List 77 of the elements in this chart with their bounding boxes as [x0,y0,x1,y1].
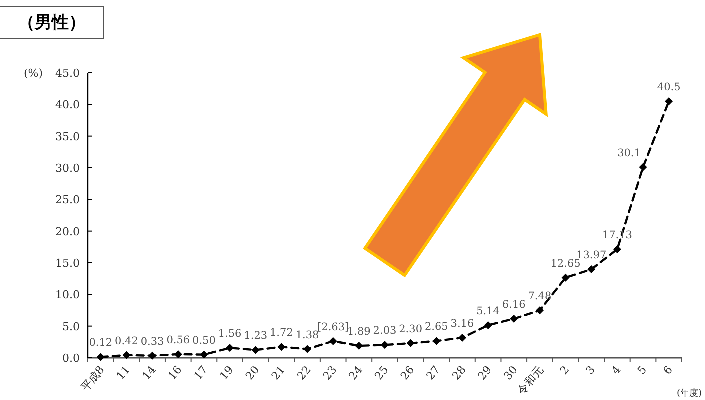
point [226,344,234,352]
x-tick-label: 29 [476,364,495,383]
data-label: 30.1 [618,147,641,160]
data-label: 0.12 [89,337,113,350]
point [252,346,260,354]
y-axis-title: (%) [24,67,43,80]
data-label: 2.03 [373,325,397,338]
point [432,337,441,346]
data-label: 17.13 [602,230,632,242]
x-tick-label: 26 [398,364,418,383]
y-tick-label: 25.0 [56,194,80,207]
point [148,352,157,360]
data-label: 3.16 [450,318,474,330]
data-label: 0.42 [115,335,138,348]
x-tick-label: 23 [320,364,340,383]
data-label: 1.23 [244,330,268,342]
y-tick-label: 5.0 [62,320,80,334]
point [200,350,208,359]
x-tick-label: 27 [424,364,443,383]
x-tick-label: 24 [346,364,366,383]
x-tick-label: 6 [660,364,676,378]
y-tick-label: 15.0 [56,257,80,270]
data-label: 6.16 [502,298,526,311]
x-tick-label: 25 [372,364,392,383]
x-tick-label: 22 [294,364,314,383]
data-label: 1.38 [296,329,320,342]
y-tick-label: 30.0 [56,162,80,175]
data-label: 0.56 [166,334,190,346]
y-tick-label: 0.0 [62,352,80,365]
point [588,266,596,274]
y-tick-label: 10.0 [56,288,80,302]
point [510,314,518,323]
point [639,163,648,172]
x-tick-label: 2 [558,364,572,378]
x-tick-label: 3 [583,364,598,378]
data-label: 40.5 [657,82,681,94]
y-tick-label: 35.0 [56,130,80,144]
data-label: 7.48 [528,290,552,303]
data-label: 1.56 [218,328,242,340]
x-tick-label: 平成8 [78,364,108,394]
x-tick-label: 28 [450,364,469,383]
x-tick-label: 20 [243,364,262,383]
x-tick-label: 16 [166,364,185,383]
data-label: 0.50 [192,334,216,347]
point [329,337,338,346]
point [484,321,492,330]
data-label: 0.33 [140,336,164,348]
chart-title: （男性） [18,13,86,33]
point [562,274,570,282]
point [381,341,389,350]
point [536,306,544,315]
data-label: 2.65 [424,321,448,334]
data-label: 2.30 [399,323,423,336]
y-tick-label: 45.0 [56,67,80,80]
point [122,351,131,360]
point [278,343,286,352]
point [355,342,364,350]
y-tick-label: 40.0 [56,98,80,112]
x-tick-label: 11 [114,364,134,383]
data-label: 1.72 [270,327,294,340]
data-label: 5.14 [476,305,500,318]
data-label: [2.63] [318,321,350,334]
point [665,98,674,106]
x-tick-label: 4 [609,364,624,378]
point [613,246,622,254]
x-tick-label: 21 [269,364,288,383]
point [458,334,466,342]
x-tick-label: 5 [635,364,650,378]
y-tick-label: 20.0 [56,225,80,238]
x-tick-label: 17 [192,364,211,383]
point [304,345,312,354]
x-tick-label: 14 [140,364,159,383]
x-tick-label: 19 [217,364,236,383]
data-label: 1.89 [347,326,371,338]
x-axis-title: (年度) [676,388,702,399]
point [406,339,415,348]
point [96,353,105,362]
